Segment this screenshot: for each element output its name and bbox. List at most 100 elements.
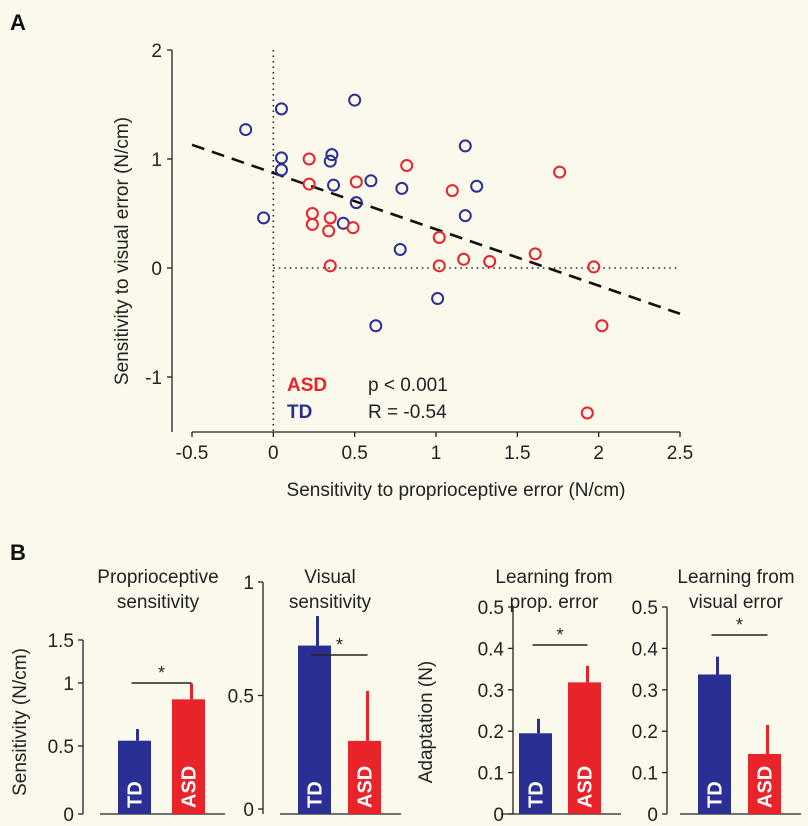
bar-charts: Proprioceptive sensitivity 0 0.5 1 1.5 Sensiti… [10, 567, 801, 826]
td-point [458, 209, 472, 223]
td-point [470, 179, 484, 193]
asd-point [445, 184, 459, 198]
asd-bar [172, 699, 205, 814]
bar-chart-3: Learning from prop. error 0 0.1 0.2 0.3 0.4 0.5… [416, 567, 621, 826]
y-tick-label: 0.5 [632, 598, 658, 619]
td-point [349, 196, 363, 210]
asd-point [323, 211, 337, 225]
asd-point [580, 406, 594, 420]
asd-point [305, 207, 319, 220]
asd-point [432, 230, 446, 244]
chart-title-line: prop. error [510, 592, 599, 613]
td-bar [698, 674, 731, 814]
td-bar-label: TD [526, 781, 548, 808]
y-tick-label: 0.2 [478, 722, 504, 743]
asd-point [400, 159, 414, 173]
x-tick-label: 0 [268, 443, 279, 464]
asd-point [587, 260, 601, 274]
asd-point [349, 175, 363, 189]
asd-bar [568, 682, 601, 814]
asd-bar-label: ASD [355, 766, 377, 808]
asd-point [553, 165, 567, 179]
y-tick-label: 0.1 [632, 764, 658, 785]
chart-title-line: visual error [689, 592, 784, 613]
y-tick-label: 1 [243, 573, 254, 594]
td-point [239, 123, 253, 137]
td-bar-label: TD [305, 781, 327, 808]
chart-title-line: Learning from [495, 567, 612, 588]
y-tick-label: 1 [63, 674, 74, 695]
legend-td: TD [287, 402, 312, 423]
td-point [274, 102, 288, 116]
x-axis-label: Sensitivity to proprioceptive error (N/c… [287, 480, 626, 501]
significance-star: * [336, 635, 343, 655]
td-point [431, 292, 445, 306]
y-tick-label: 0.3 [632, 681, 658, 702]
y-tick-label: 0.5 [478, 598, 504, 619]
td-bar-label: TD [705, 781, 727, 808]
asd-point [346, 221, 360, 235]
bar-chart-2: Visual sensitivity 0 0.5 1 TD ASD * [228, 567, 401, 821]
significance-star: * [158, 663, 165, 683]
panel-b-label: B [10, 540, 26, 565]
td-bar-label: TD [125, 781, 147, 808]
panel-a-label: A [10, 10, 26, 35]
scatter-chart: -1 0 1 2 -0.5 0 0.5 1 1.5 2 2.5 Sensitivity to prop… [112, 41, 693, 501]
x-tick-label: -0.5 [176, 443, 209, 464]
chart-title-line: sensitivity [117, 592, 200, 613]
td-bar [519, 733, 552, 814]
td-point [323, 154, 337, 168]
asd-bar-label: ASD [755, 766, 777, 808]
regression-line [191, 143, 681, 316]
y-axis-label: Adaptation (N) [416, 661, 437, 784]
y-tick-label: 0.5 [48, 737, 74, 758]
x-tick-label: 0.5 [341, 443, 367, 464]
asd-point [305, 217, 319, 231]
y-tick-label: 1.5 [48, 631, 74, 652]
chart-title-line: Proprioceptive [97, 567, 218, 588]
y-tick-label: 0 [493, 805, 504, 826]
td-point [327, 178, 341, 192]
td-point [274, 163, 288, 177]
bar-chart-1: Proprioceptive sensitivity 0 0.5 1 1.5 Sensiti… [10, 567, 225, 826]
chart-title-line: Learning from [677, 567, 794, 588]
td-point [393, 242, 407, 256]
y-tick-label: 0.5 [228, 687, 254, 708]
asd-point [323, 259, 337, 273]
asd-bar [348, 740, 381, 814]
bar-chart-4: Learning from visual error 0 0.1 0.2 0.3 0.4 0.… [632, 567, 801, 826]
asd-point [302, 177, 316, 191]
y-tick-label: 0.4 [632, 639, 659, 660]
y-tick-label: 0 [243, 800, 254, 821]
asd-point [595, 319, 609, 333]
y-tick-label: 0.4 [478, 639, 505, 660]
asd-point [322, 224, 336, 238]
asd-point [302, 152, 316, 166]
asd-point [483, 254, 497, 268]
td-point [364, 174, 378, 188]
x-tick-label: 1 [431, 443, 442, 464]
asd-point [432, 259, 446, 273]
significance-star: * [556, 625, 563, 645]
asd-bar-label: ASD [575, 766, 597, 808]
asd-bar [748, 753, 781, 814]
td-point [395, 181, 409, 195]
y-tick-label: 0 [647, 805, 658, 826]
y-tick-label: 0 [151, 259, 162, 280]
td-point [325, 148, 339, 162]
x-tick-label: 1.5 [504, 443, 530, 464]
stats-p: p < 0.001 [368, 375, 448, 396]
x-tick-label: 2 [593, 443, 604, 464]
td-bar [118, 740, 151, 814]
y-tick-label: 1 [151, 150, 162, 171]
y-tick-label: 0.3 [478, 681, 504, 702]
td-bar [298, 645, 331, 814]
td-point [257, 211, 271, 225]
chart-title-line: sensitivity [289, 592, 372, 613]
stats-r: R = -0.54 [368, 402, 447, 423]
y-tick-label: 0.2 [632, 722, 658, 743]
chart-title-line: Visual [304, 567, 355, 588]
asd-point [528, 247, 542, 261]
legend-asd: ASD [287, 375, 327, 396]
